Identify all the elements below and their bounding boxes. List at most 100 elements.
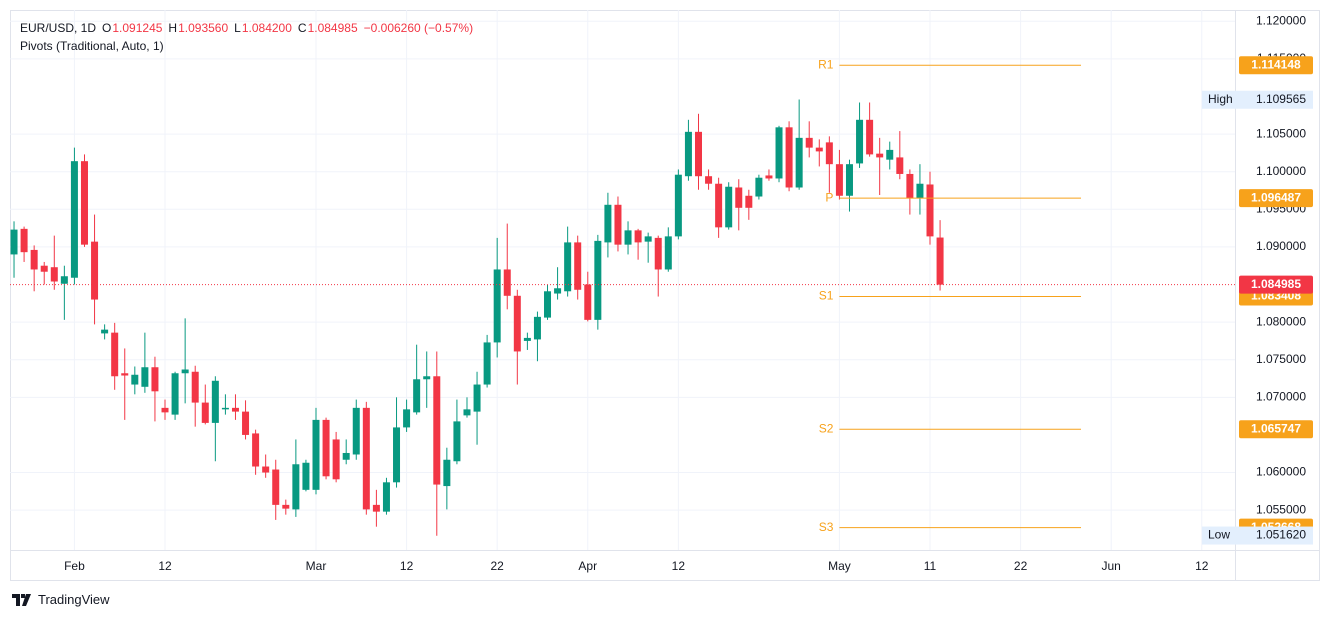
x-tick-label: Feb [64, 559, 85, 573]
candle-body [574, 242, 582, 290]
candle-body [141, 367, 149, 387]
candle-body [352, 407, 360, 455]
candle-body [614, 204, 622, 245]
candle-body [684, 131, 692, 177]
price-badge-label: 1.084985 [1251, 277, 1301, 291]
candle-body [906, 173, 914, 199]
candle-body [252, 433, 260, 467]
candle-body [413, 379, 421, 413]
pivot-name: S3 [819, 520, 834, 534]
pivot-badge [1239, 420, 1313, 439]
candle-body [654, 237, 662, 270]
candle-body [282, 504, 290, 509]
candle-body [473, 384, 481, 412]
candle-body [342, 452, 350, 460]
y-tick-label: 1.100000 [1256, 164, 1306, 178]
candle-body [483, 342, 491, 385]
candle-body [805, 137, 813, 148]
candle-body [171, 373, 179, 415]
candle-body [433, 376, 441, 485]
candle-body [564, 242, 572, 292]
indicator: Pivots (Traditional, Auto, 1) [20, 39, 164, 53]
change: −0.006260 (−0.57%) [363, 21, 474, 35]
candle-body [302, 462, 310, 490]
candle-body [332, 439, 340, 480]
y-tick-label: 1.060000 [1256, 465, 1306, 479]
pivot-name: S1 [819, 289, 834, 303]
pivot-name: P [825, 190, 833, 204]
candle-body [886, 149, 894, 160]
candle-body [825, 142, 833, 165]
candle-body [423, 376, 431, 380]
high-low-value: 1.051620 [1256, 528, 1306, 542]
symbol-row: EUR/USD, 1D O1.091245 H1.093560 L1.084200 C1… [20, 19, 479, 37]
candle-body [101, 329, 109, 334]
chart: 1.055000 1.060000 1.070000 1.075000 1.080000… [10, 10, 1320, 581]
x-tick-label: 12 [158, 559, 172, 573]
pivot-name: R1 [818, 57, 834, 71]
candle-body [60, 276, 68, 284]
candle-body [544, 291, 552, 318]
candle-body [493, 269, 501, 343]
candle-body [161, 407, 169, 413]
x-tick-label: 12 [400, 559, 414, 573]
candle-body [121, 373, 129, 376]
pivot-badge-label: 1.114148 [1251, 57, 1301, 71]
legend-header: EUR/USD, 1D O1.091245 H1.093560 L1.084200 C1… [20, 19, 479, 55]
candle-body [292, 464, 300, 510]
field-value: 1.091245 [112, 21, 163, 35]
candle-body [765, 175, 773, 179]
pivot-badge [1239, 189, 1313, 208]
high-low-badge [1202, 526, 1313, 545]
y-tick-label: 1.070000 [1256, 389, 1306, 403]
candle-body [111, 332, 119, 377]
x-tick-label: Apr [578, 559, 597, 573]
x-tick-label: May [828, 559, 851, 573]
candle-body [735, 187, 743, 208]
candle-body [70, 161, 78, 278]
chart-frame [10, 10, 1320, 581]
candle-body [463, 409, 471, 416]
pivot-name: S2 [819, 421, 834, 435]
candle-body [634, 230, 642, 243]
candle-body [896, 157, 904, 174]
price-badge [1239, 275, 1313, 294]
footer: TradingView [12, 592, 110, 607]
candle-body [403, 409, 411, 428]
candle-body [926, 184, 934, 237]
candle-body [312, 419, 320, 490]
candle-body [775, 127, 783, 179]
candle-body [785, 127, 793, 188]
candle-body [755, 177, 763, 197]
x-tick-label: 12 [1195, 559, 1209, 573]
field-value: 1.093560 [178, 21, 229, 35]
candle-body [40, 265, 48, 272]
candle-body [362, 407, 370, 510]
candle-body [674, 174, 682, 237]
candle-body [30, 249, 38, 270]
candle-body [50, 267, 58, 282]
x-tick-label: 22 [1014, 559, 1028, 573]
candle-body [876, 153, 884, 158]
candle-body [242, 411, 250, 435]
candle-body [513, 295, 521, 352]
candle-body [694, 131, 702, 177]
x-tick-label: 11 [924, 559, 937, 573]
candle-body [20, 228, 28, 253]
brand-logo [12, 593, 31, 606]
high-low-badge [1202, 90, 1313, 109]
candle-body [936, 237, 944, 285]
candle-body [815, 147, 823, 152]
candle-body [584, 284, 592, 320]
candle-body [644, 236, 652, 242]
candle-body [382, 482, 390, 512]
pivot-badge-label: 1.065747 [1251, 421, 1301, 435]
grid [10, 10, 1235, 550]
candle-body [372, 504, 380, 512]
candle-body [866, 119, 874, 155]
candle-body [856, 119, 864, 164]
y-tick-label: 1.075000 [1256, 352, 1306, 366]
candle-body [715, 183, 723, 228]
x-tick-label: 12 [672, 559, 686, 573]
